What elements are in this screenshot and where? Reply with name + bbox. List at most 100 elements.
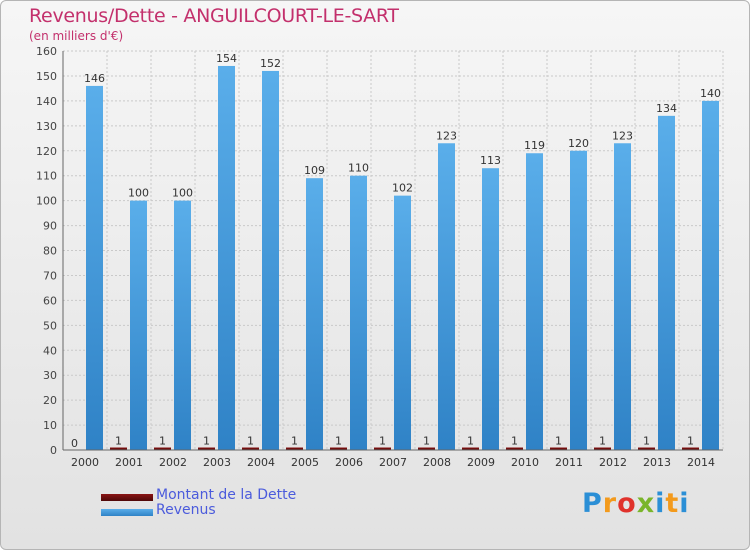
y-tick-label: 20: [43, 394, 57, 407]
bar-revenus-2003: [218, 65, 235, 451]
data-label-revenus-2004: 152: [260, 57, 281, 70]
bar-revenus-2012: [614, 143, 631, 451]
bar-revenus-2004: [262, 70, 279, 450]
data-label-revenus-2013: 134: [656, 102, 677, 115]
x-tick-label-2000: 2000: [71, 456, 99, 469]
bar-revenus-2005: [306, 178, 323, 450]
data-label-revenus-2003: 154: [216, 52, 237, 65]
data-label-revenus-2001: 100: [128, 187, 149, 200]
legend-label-revenus: Revenus: [156, 502, 216, 518]
bar-dette-2011: [550, 447, 567, 450]
data-label-dette-2011: 1: [555, 435, 562, 448]
data-label-dette-2008: 1: [423, 435, 430, 448]
x-tick-label-2006: 2006: [335, 456, 363, 469]
bar-revenus-2007: [394, 195, 411, 450]
data-label-revenus-2007: 102: [392, 182, 413, 195]
bar-revenus-2001: [130, 200, 147, 450]
y-tick-label: 60: [43, 294, 57, 307]
y-tick-label: 160: [36, 45, 57, 58]
x-tick-label-2007: 2007: [379, 456, 407, 469]
y-tick-label: 120: [36, 145, 57, 158]
x-tick-label-2003: 2003: [203, 456, 231, 469]
y-tick-label: 50: [43, 319, 57, 332]
legend-swatch-revenus: [101, 509, 153, 516]
bar-revenus-2010: [526, 153, 543, 450]
bar-dette-2002: [154, 447, 171, 450]
y-tick-label: 0: [50, 444, 57, 457]
data-label-dette-2010: 1: [511, 435, 518, 448]
x-tick-label-2002: 2002: [159, 456, 187, 469]
y-tick-label: 40: [43, 344, 57, 357]
y-tick-label: 10: [43, 419, 57, 432]
y-tick-label: 90: [43, 220, 57, 233]
y-tick-label: 150: [36, 70, 57, 83]
legend-label-dette: Montant de la Dette: [156, 487, 297, 503]
chart-title: Revenus/Dette - ANGUILCOURT-LE-SART: [29, 5, 399, 27]
x-tick-label-2014: 2014: [687, 456, 715, 469]
y-tick-label: 110: [36, 170, 57, 183]
bar-revenus-2011: [570, 150, 587, 450]
data-label-revenus-2012: 123: [612, 129, 633, 142]
bar-dette-2003: [198, 447, 215, 450]
bar-dette-2012: [594, 447, 611, 450]
bar-revenus-2014: [702, 100, 719, 450]
bar-dette-2006: [330, 447, 347, 450]
bar-dette-2009: [462, 447, 479, 450]
bar-revenus-2000: [86, 85, 103, 450]
data-label-revenus-2011: 120: [568, 137, 589, 150]
y-tick-label: 140: [36, 95, 57, 108]
data-label-revenus-2010: 119: [524, 139, 545, 152]
data-label-dette-2002: 1: [159, 435, 166, 448]
x-tick-label-2013: 2013: [643, 456, 671, 469]
data-label-dette-2006: 1: [335, 435, 342, 448]
bar-revenus-2013: [658, 115, 675, 451]
data-label-dette-2005: 1: [291, 435, 298, 448]
bar-revenus-2009: [482, 168, 499, 451]
x-tick-label-2001: 2001: [115, 456, 143, 469]
data-label-revenus-2014: 140: [700, 87, 721, 100]
y-tick-label: 30: [43, 369, 57, 382]
x-tick-label-2008: 2008: [423, 456, 451, 469]
x-tick-label-2012: 2012: [599, 456, 627, 469]
bar-dette-2001: [110, 447, 127, 450]
bar-dette-2014: [682, 447, 699, 450]
y-tick-label: 80: [43, 245, 57, 258]
data-label-dette-2000: 0: [71, 437, 78, 450]
bar-dette-2010: [506, 447, 523, 450]
bar-dette-2004: [242, 447, 259, 450]
data-label-dette-2009: 1: [467, 435, 474, 448]
y-tick-label: 70: [43, 269, 57, 282]
chart-subtitle: (en milliers d'€): [29, 29, 124, 43]
data-label-dette-2001: 1: [115, 435, 122, 448]
x-tick-label-2005: 2005: [291, 456, 319, 469]
x-tick-label-2011: 2011: [555, 456, 583, 469]
x-tick-label-2009: 2009: [467, 456, 495, 469]
data-label-revenus-2002: 100: [172, 187, 193, 200]
data-label-revenus-2000: 146: [84, 72, 105, 85]
legend-swatch-dette: [101, 494, 153, 501]
bar-revenus-2002: [174, 200, 191, 450]
data-label-revenus-2005: 109: [304, 164, 325, 177]
bar-revenus-2008: [438, 143, 455, 451]
y-tick-label: 130: [36, 120, 57, 133]
bar-dette-2013: [638, 447, 655, 450]
data-label-revenus-2009: 113: [480, 154, 501, 167]
data-label-dette-2012: 1: [599, 435, 606, 448]
x-tick-label-2004: 2004: [247, 456, 275, 469]
y-tick-label: 100: [36, 195, 57, 208]
proxiti-logo: Proxiti: [582, 488, 690, 519]
data-label-dette-2004: 1: [247, 435, 254, 448]
data-label-revenus-2008: 123: [436, 129, 457, 142]
data-label-dette-2013: 1: [643, 435, 650, 448]
bar-dette-2005: [286, 447, 303, 450]
x-tick-label-2010: 2010: [511, 456, 539, 469]
bar-revenus-2006: [350, 175, 367, 450]
data-label-revenus-2006: 110: [348, 162, 369, 175]
bar-dette-2007: [374, 447, 391, 450]
bar-dette-2008: [418, 447, 435, 450]
data-label-dette-2003: 1: [203, 435, 210, 448]
data-label-dette-2007: 1: [379, 435, 386, 448]
data-label-dette-2014: 1: [687, 435, 694, 448]
